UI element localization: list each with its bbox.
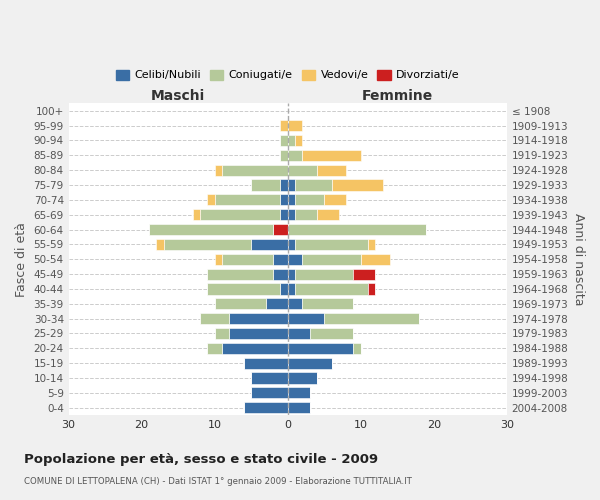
Bar: [229, 313, 287, 324]
Bar: [287, 120, 302, 131]
Bar: [273, 224, 287, 235]
Bar: [302, 150, 361, 161]
Bar: [287, 328, 310, 339]
Bar: [287, 388, 310, 398]
Bar: [251, 388, 287, 398]
Bar: [302, 298, 353, 310]
Bar: [280, 135, 287, 146]
Bar: [287, 402, 310, 413]
Bar: [361, 254, 390, 265]
Bar: [229, 328, 287, 339]
Bar: [244, 358, 287, 368]
Bar: [193, 209, 200, 220]
Bar: [287, 313, 324, 324]
Bar: [324, 313, 419, 324]
Bar: [317, 164, 346, 175]
Bar: [287, 239, 295, 250]
Bar: [222, 254, 273, 265]
Bar: [215, 164, 222, 175]
Y-axis label: Anni di nascita: Anni di nascita: [572, 213, 585, 306]
Bar: [215, 328, 229, 339]
Bar: [302, 254, 361, 265]
Bar: [215, 194, 280, 205]
Bar: [266, 298, 287, 310]
Bar: [208, 343, 222, 354]
Y-axis label: Fasce di età: Fasce di età: [15, 222, 28, 296]
Bar: [208, 268, 273, 280]
Bar: [287, 209, 295, 220]
Bar: [287, 194, 295, 205]
Bar: [208, 194, 215, 205]
Bar: [287, 135, 295, 146]
Bar: [280, 150, 287, 161]
Bar: [295, 284, 368, 294]
Bar: [200, 313, 229, 324]
Bar: [287, 284, 295, 294]
Bar: [215, 298, 266, 310]
Text: Femmine: Femmine: [362, 90, 433, 104]
Bar: [273, 268, 287, 280]
Bar: [287, 298, 302, 310]
Bar: [331, 180, 383, 190]
Bar: [222, 343, 287, 354]
Bar: [244, 402, 287, 413]
Bar: [280, 284, 287, 294]
Bar: [310, 328, 353, 339]
Text: Popolazione per età, sesso e stato civile - 2009: Popolazione per età, sesso e stato civil…: [24, 452, 378, 466]
Bar: [295, 135, 302, 146]
Bar: [295, 194, 324, 205]
Bar: [287, 150, 302, 161]
Bar: [295, 180, 331, 190]
Bar: [280, 180, 287, 190]
Bar: [353, 343, 361, 354]
Bar: [287, 343, 353, 354]
Bar: [287, 358, 331, 368]
Bar: [149, 224, 273, 235]
Bar: [287, 180, 295, 190]
Bar: [287, 254, 302, 265]
Legend: Celibi/Nubili, Coniugati/e, Vedovi/e, Divorziati/e: Celibi/Nubili, Coniugati/e, Vedovi/e, Di…: [111, 65, 464, 85]
Bar: [280, 194, 287, 205]
Bar: [251, 180, 280, 190]
Bar: [280, 209, 287, 220]
Bar: [317, 209, 339, 220]
Bar: [273, 254, 287, 265]
Bar: [368, 239, 376, 250]
Text: Maschi: Maschi: [151, 90, 205, 104]
Bar: [280, 120, 287, 131]
Bar: [295, 268, 353, 280]
Bar: [353, 268, 376, 280]
Bar: [287, 224, 427, 235]
Bar: [156, 239, 164, 250]
Text: COMUNE DI LETTOPALENA (CH) - Dati ISTAT 1° gennaio 2009 - Elaborazione TUTTITALI: COMUNE DI LETTOPALENA (CH) - Dati ISTAT …: [24, 478, 412, 486]
Bar: [295, 239, 368, 250]
Bar: [222, 164, 287, 175]
Bar: [295, 209, 317, 220]
Bar: [287, 372, 317, 384]
Bar: [287, 268, 295, 280]
Bar: [208, 284, 280, 294]
Bar: [164, 239, 251, 250]
Bar: [324, 194, 346, 205]
Bar: [287, 164, 317, 175]
Bar: [251, 372, 287, 384]
Bar: [368, 284, 376, 294]
Bar: [200, 209, 280, 220]
Bar: [215, 254, 222, 265]
Bar: [251, 239, 287, 250]
